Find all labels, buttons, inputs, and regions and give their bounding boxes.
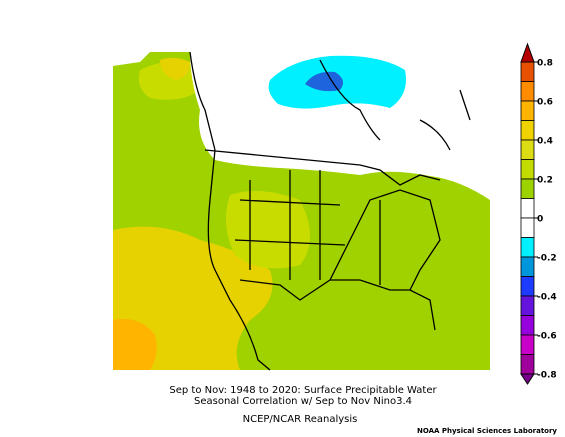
coastline [189,51,271,371]
colorbar-label: -0.6 [537,332,557,342]
colorbar-segment [520,81,535,102]
colorbar-over [520,42,535,63]
credit: NOAA Physical Sciences Laboratory [417,427,557,435]
colorbar-segment [520,120,535,141]
colorbar-label: 0.2 [537,176,553,186]
colorbar-label: -0.4 [537,293,557,303]
map-field [305,71,344,92]
title-line: Seasonal Correlation w/ Sep to Nov Nino3… [194,396,412,407]
coastline [239,279,436,331]
coastline [319,59,471,151]
border [204,149,441,186]
colorbar-segment [520,256,535,277]
colorbar-segment [520,159,535,180]
colorbar-label: 0.6 [537,98,553,108]
coastline [329,189,441,291]
colorbar: 0.8 0.6 0.4 0.2 0 -0.2 -0.4 -0.6 -0.8 [520,42,557,385]
colorbar-segment [520,61,535,82]
colorbar-segment [520,217,535,238]
colorbar-label: -0.2 [537,254,557,264]
colorbar-segment [520,237,535,258]
map-field [113,52,150,66]
colorbar-label: 0.8 [537,59,553,69]
colorbar-label: -0.8 [537,371,557,381]
colorbar-segment [520,100,535,121]
colorbar-segment [520,354,535,375]
colorbar-segment [520,178,535,199]
map-field [190,52,490,200]
map [113,51,490,371]
colorbar-segment [520,139,535,160]
colorbar-label: 0.4 [537,137,553,147]
colorbar-segment [520,295,535,316]
map-field [113,319,157,370]
map-field [226,191,310,269]
title-line: Sep to Nov: 1948 to 2020: Surface Precip… [169,385,437,396]
colorbar-label: 0 [537,215,543,225]
map-field [160,57,190,80]
colorbar-segment [520,198,535,219]
colorbar-segment [520,334,535,355]
colorbar-under [520,373,535,385]
state-lines [234,170,381,285]
colorbar-segment [520,276,535,297]
source: NCEP/NCAR Reanalysis [243,414,358,425]
colorbar-segment [520,315,535,336]
